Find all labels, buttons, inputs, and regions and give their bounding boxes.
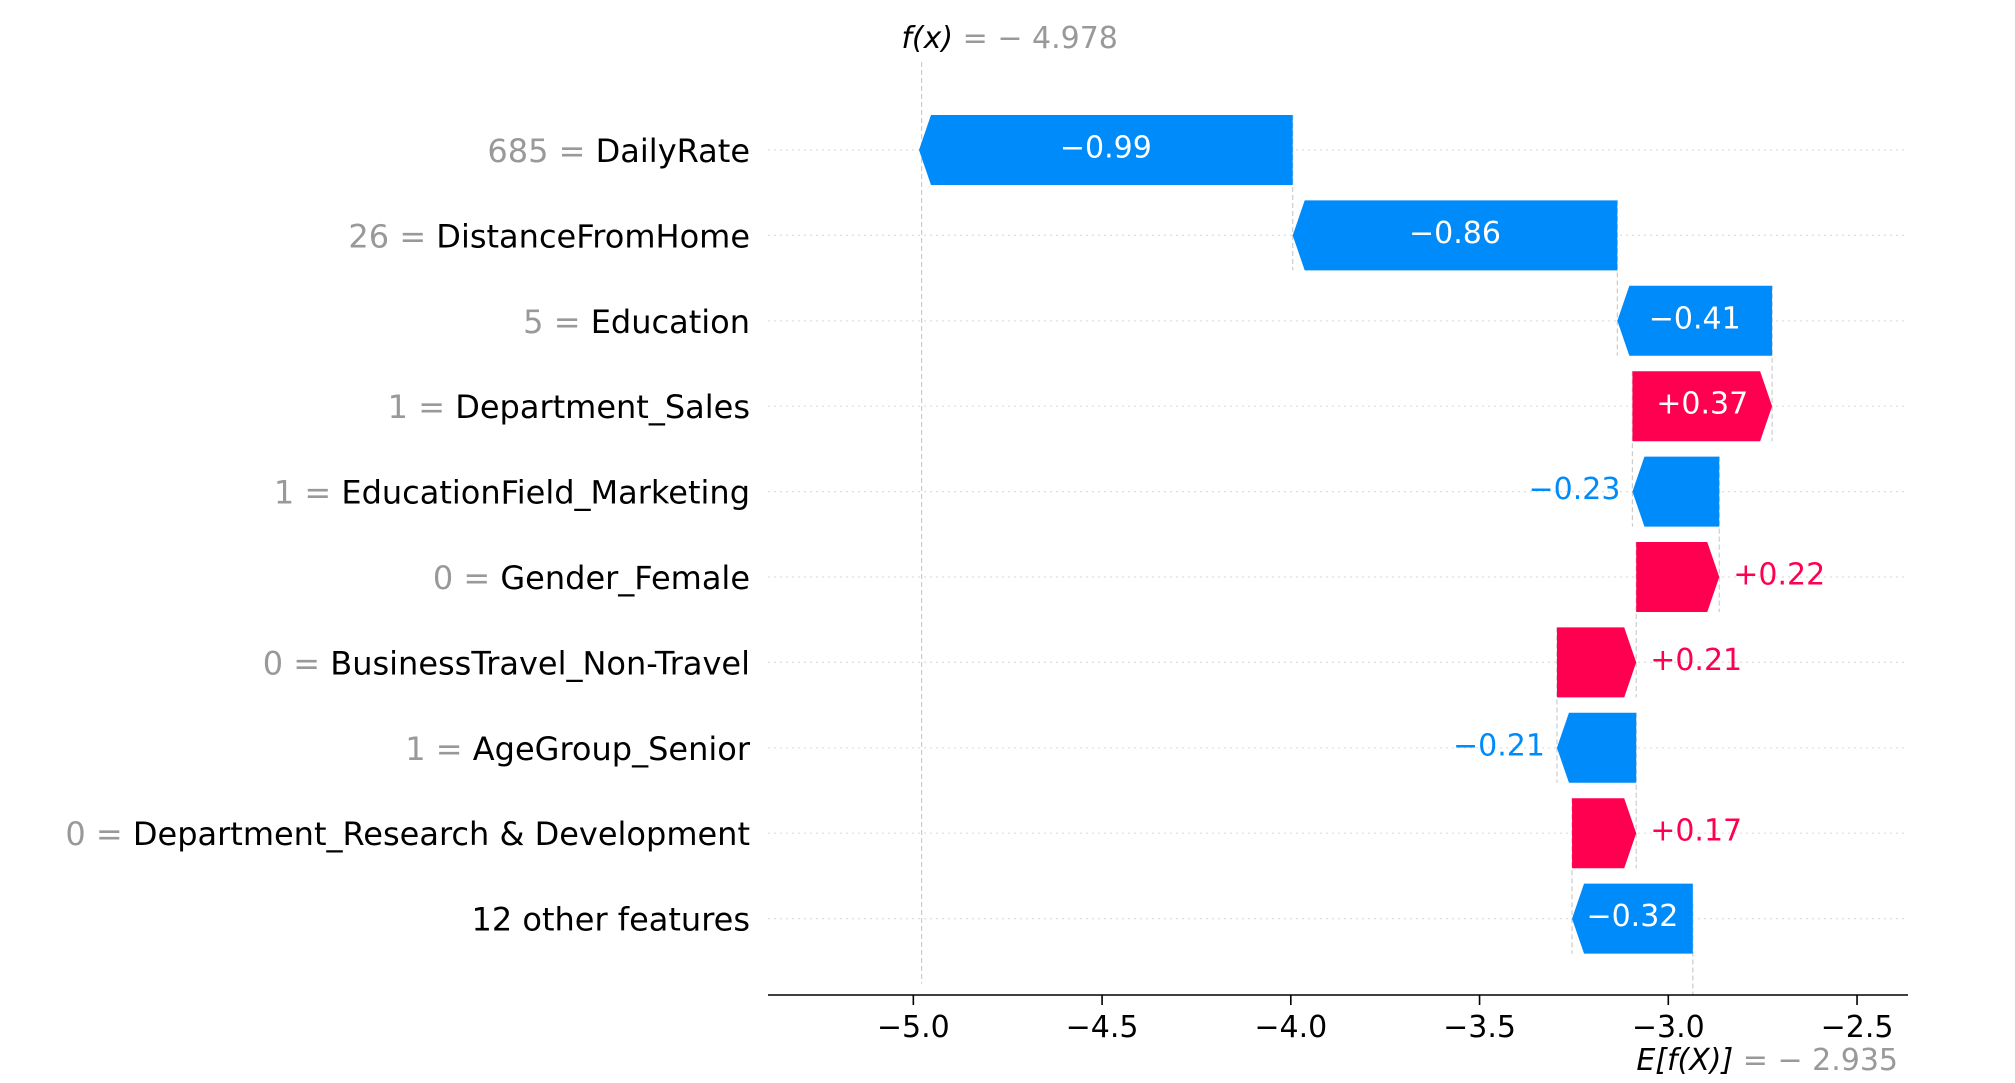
feature-name: Department_Research & Development (133, 815, 750, 853)
feature-name: Gender_Female (500, 559, 750, 597)
feature-name: DistanceFromHome (436, 217, 750, 255)
efx-label: E[f(X)] (1636, 1043, 1733, 1078)
efx-equals: = (1743, 1043, 1778, 1078)
x-tick-label: −4.0 (1254, 1010, 1327, 1045)
feature-equals: = (408, 388, 455, 426)
feature-equals: = (283, 644, 330, 682)
contribution-label: −0.99 (1060, 131, 1152, 166)
x-tick-label: −5.0 (877, 1010, 950, 1045)
feature-name: 12 other features (471, 901, 750, 939)
contribution-bar (1636, 542, 1720, 612)
feature-label: 5 = Education (523, 303, 750, 341)
feature-label: 1 = Department_Sales (388, 388, 750, 426)
contribution-label: −0.41 (1649, 301, 1741, 336)
contribution-bar (1632, 371, 1773, 442)
contribution-label: −0.21 (1453, 728, 1545, 763)
x-tick-label: −4.5 (1066, 1010, 1139, 1045)
contribution-bar (918, 115, 1293, 185)
contribution-bar (1617, 285, 1773, 356)
feature-label: 685 = DailyRate (487, 132, 750, 170)
feature-value: 5 (523, 303, 543, 341)
feature-value: 1 (274, 474, 294, 512)
x-tick-label: −2.5 (1821, 1010, 1894, 1045)
fx-equals: = (963, 21, 998, 56)
feature-equals: = (549, 132, 596, 170)
contribution-bar (1556, 712, 1637, 783)
feature-value: 0 (433, 559, 453, 597)
feature-value: 0 (65, 815, 85, 853)
contribution-bar (1572, 883, 1693, 954)
feature-equals: = (544, 303, 591, 341)
feature-equals: = (389, 217, 436, 255)
feature-label: 0 = BusinessTravel_Non-Travel (263, 644, 750, 682)
feature-label: 0 = Gender_Female (433, 559, 750, 597)
contribution-label: −0.32 (1586, 899, 1678, 934)
feature-name: Department_Sales (455, 388, 750, 426)
contribution-label: −0.86 (1409, 216, 1501, 251)
fx-label: f(x) (901, 21, 953, 56)
contribution-label: −0.23 (1528, 472, 1620, 507)
contribution-label: +0.21 (1650, 643, 1742, 678)
feature-equals: = (426, 730, 473, 768)
fx-annotation: f(x) = − 4.978 (901, 21, 1118, 56)
contribution-bar (1292, 200, 1618, 271)
contribution-bar (1556, 627, 1637, 698)
efx-value: − 2.935 (1777, 1043, 1898, 1078)
feature-value: 1 (405, 730, 425, 768)
feature-label: 1 = EducationField_Marketing (274, 474, 750, 512)
contribution-bar (1572, 798, 1637, 869)
feature-label: 12 other features (471, 901, 750, 939)
contribution-label: +0.17 (1650, 814, 1742, 849)
feature-label: 0 = Department_Research & Development (65, 815, 750, 853)
feature-value: 26 (348, 217, 389, 255)
feature-name: BusinessTravel_Non-Travel (330, 644, 750, 682)
feature-equals: = (86, 815, 133, 853)
feature-equals: = (294, 474, 341, 512)
feature-value: 0 (263, 644, 283, 682)
feature-equals: = (453, 559, 500, 597)
feature-name: EducationField_Marketing (341, 474, 750, 512)
contribution-bar (1632, 456, 1720, 527)
feature-name: Education (591, 303, 750, 341)
feature-label: 1 = AgeGroup_Senior (405, 730, 751, 768)
efx-annotation: E[f(X)] = − 2.935 (1636, 1043, 1898, 1078)
contribution-label: +0.37 (1656, 387, 1748, 422)
contribution-bars: −0.99 −0.86 −0.41 +0.37 −0.23 +0.22 +0.21 −0.21… (918, 115, 1825, 954)
feature-label: 26 = DistanceFromHome (348, 217, 750, 255)
feature-name: AgeGroup_Senior (473, 730, 751, 768)
feature-value: 685 (487, 132, 548, 170)
x-tick-label: −3.0 (1632, 1010, 1705, 1045)
feature-labels: 685 = DailyRate 26 = DistanceFromHome 5 = … (65, 132, 751, 939)
contribution-label: +0.22 (1733, 558, 1825, 593)
fx-value: − 4.978 (997, 21, 1118, 56)
feature-name: DailyRate (596, 132, 750, 170)
x-tick-label: −3.5 (1443, 1010, 1516, 1045)
x-axis: −5.0 −4.5 −4.0 −3.5 −3.0 −2.5 (768, 994, 1908, 1045)
feature-value: 1 (388, 388, 408, 426)
